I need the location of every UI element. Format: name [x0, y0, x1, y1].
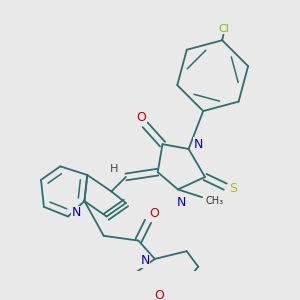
Text: Cl: Cl: [219, 24, 230, 34]
Text: N: N: [72, 206, 81, 219]
Text: O: O: [136, 111, 146, 124]
Text: H: H: [110, 164, 118, 174]
Text: N: N: [194, 138, 203, 151]
Text: O: O: [155, 289, 165, 300]
Text: O: O: [149, 207, 159, 220]
Text: S: S: [229, 182, 237, 195]
Text: N: N: [140, 254, 150, 267]
Text: N: N: [177, 196, 187, 209]
Text: CH₃: CH₃: [206, 196, 224, 206]
